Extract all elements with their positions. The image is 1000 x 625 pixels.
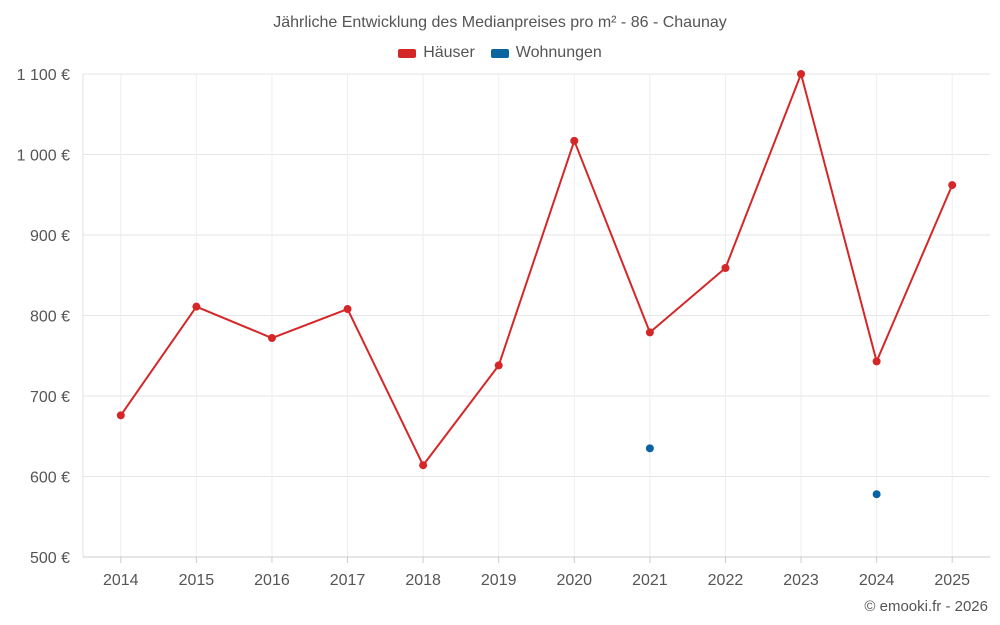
legend-swatch-haeuser xyxy=(398,48,417,58)
chart-title: Jährliche Entwicklung des Medianpreises … xyxy=(273,14,727,31)
data-point-haeuser-2014 xyxy=(116,411,125,420)
x-tick-label: 2021 xyxy=(632,572,668,589)
x-tick-label: 2019 xyxy=(481,572,517,589)
data-point-haeuser-2019 xyxy=(494,361,503,370)
x-tick-label: 2023 xyxy=(783,572,819,589)
data-point-wohnungen-2021 xyxy=(645,444,654,453)
y-tick-label: 1 100 € xyxy=(17,67,70,84)
y-tick-label: 700 € xyxy=(30,389,70,406)
data-point-haeuser-2025 xyxy=(948,181,957,190)
x-tick-label: 2020 xyxy=(556,572,592,589)
data-point-haeuser-2015 xyxy=(192,302,201,311)
x-tick-label: 2017 xyxy=(330,572,366,589)
x-tick-label: 2018 xyxy=(405,572,441,589)
y-tick-label: 1 000 € xyxy=(17,148,70,165)
x-tick-label: 2024 xyxy=(859,572,895,589)
legend-label-haeuser: Häuser xyxy=(423,44,475,61)
copyright-credit: © emooki.fr - 2026 xyxy=(864,598,988,615)
data-point-haeuser-2020 xyxy=(570,136,579,145)
legend-label-wohnungen: Wohnungen xyxy=(515,44,602,61)
data-point-haeuser-2024 xyxy=(872,357,881,366)
x-tick-label: 2016 xyxy=(254,572,290,589)
legend-swatch-wohnungen xyxy=(490,48,509,58)
legend-item-haeuser[interactable]: Häuser xyxy=(398,44,475,62)
y-tick-label: 900 € xyxy=(30,228,70,245)
legend-item-wohnungen[interactable]: Wohnungen xyxy=(490,44,602,62)
x-tick-label: 2025 xyxy=(934,572,970,589)
data-point-wohnungen-2024 xyxy=(872,490,881,499)
x-tick-label: 2014 xyxy=(103,572,139,589)
x-tick-label: 2015 xyxy=(179,572,215,589)
data-point-haeuser-2021 xyxy=(645,328,654,337)
data-point-haeuser-2023 xyxy=(797,70,806,78)
data-point-haeuser-2022 xyxy=(721,264,730,273)
y-tick-label: 800 € xyxy=(30,309,70,326)
chart-legend: Häuser Wohnungen xyxy=(0,44,1000,62)
data-point-haeuser-2018 xyxy=(419,461,428,470)
series-line-haeuser xyxy=(119,73,954,467)
y-tick-label: 600 € xyxy=(30,470,70,487)
data-point-haeuser-2016 xyxy=(267,334,276,343)
y-tick-label: 500 € xyxy=(30,550,70,567)
data-point-haeuser-2017 xyxy=(343,305,352,314)
x-tick-label: 2022 xyxy=(708,572,744,589)
